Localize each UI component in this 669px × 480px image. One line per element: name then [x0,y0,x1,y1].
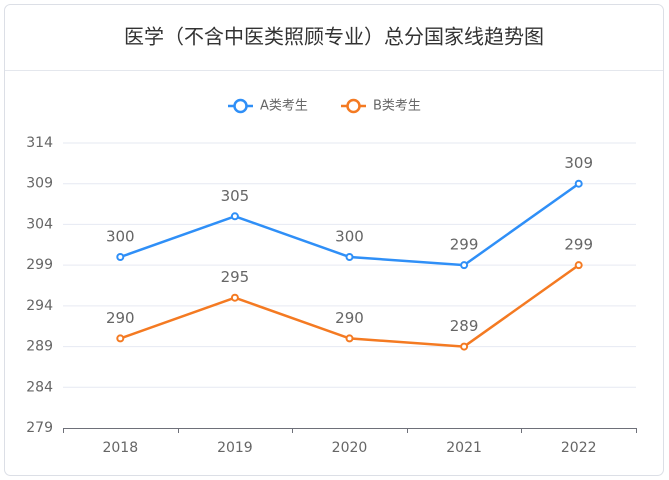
data-label: 300 [335,228,364,246]
point [230,212,239,221]
point [116,253,125,261]
legend-label: B类考生 [373,99,421,114]
data-label: 289 [450,317,479,335]
point [574,261,583,270]
legend-label: A类考生 [260,99,308,114]
y-tick-label: 294 [26,298,53,314]
x-tick-label: 2019 [217,440,253,456]
legend-marker [233,98,248,114]
y-tick-label: 299 [26,257,53,273]
y-tick-label: 314 [26,135,53,151]
point [345,253,354,261]
y-tick-label: 284 [26,379,53,395]
chart-title: 医学（不含中医类照顾专业）总分国家线趋势图 [124,25,544,49]
point [230,293,239,302]
x-tick-label: 2018 [102,440,138,456]
y-tick-label: 289 [26,339,53,355]
data-label: 290 [335,309,364,327]
point [574,179,583,188]
legend-marker [346,98,361,114]
point [116,334,125,343]
x-tick-label: 2022 [561,440,597,456]
data-label: 299 [564,236,593,254]
data-label: 290 [106,309,135,327]
y-tick-label: 309 [26,176,53,192]
x-tick-label: 2020 [332,440,368,456]
data-label: 309 [564,154,593,172]
data-label: 305 [221,187,250,205]
data-label: 300 [106,228,135,246]
x-tick-label: 2021 [446,440,482,456]
y-tick-label: 279 [26,420,53,436]
point [345,334,354,343]
point [460,342,469,351]
card [4,4,664,476]
y-tick-label: 304 [26,216,53,232]
data-label: 299 [450,236,479,254]
point [460,261,469,270]
data-label: 295 [221,268,250,286]
